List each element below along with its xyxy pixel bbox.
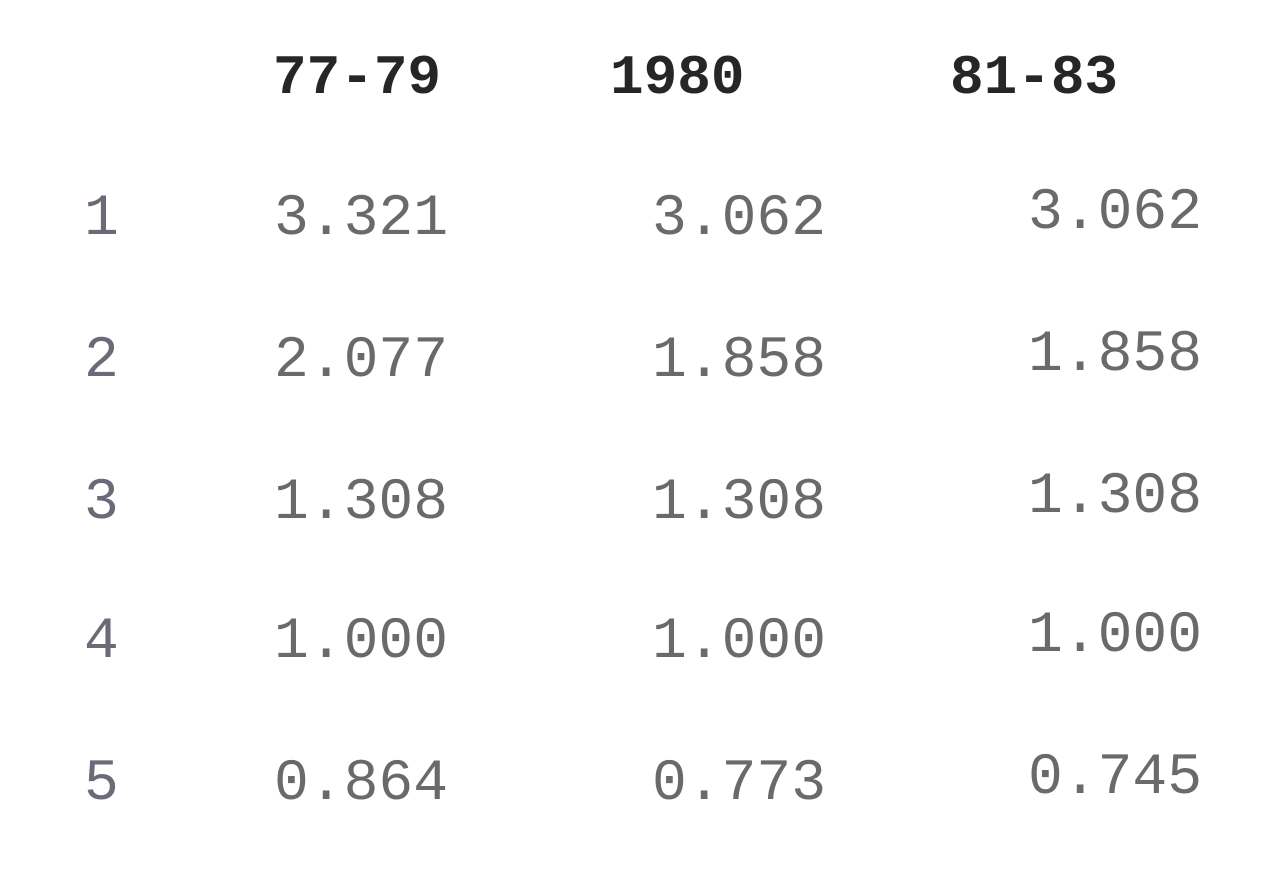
column-header: 81-83 [950,46,1119,110]
table-cell: 1.858 [1028,323,1203,388]
table-cell: 1.000 [652,610,827,675]
table-cell: 3.062 [652,187,827,252]
table-cell: 1.308 [274,471,449,536]
table-cell: 1.858 [652,329,827,394]
table-cell: 0.745 [1028,746,1203,811]
table-cell: 1.308 [652,471,827,536]
table-cell: 1.000 [1028,604,1203,669]
table-cell: 0.864 [274,752,449,817]
table-cell: 3.062 [1028,181,1203,246]
row-label: 5 [84,752,119,817]
row-label: 3 [84,471,119,536]
table-cell: 2.077 [274,329,449,394]
row-label: 2 [84,329,119,394]
table-cell: 0.773 [652,752,827,817]
row-label: 4 [84,610,119,675]
table-cell: 1.000 [274,610,449,675]
column-header: 1980 [610,46,745,110]
row-label: 1 [84,187,119,252]
column-header: 77-79 [273,46,442,110]
table-cell: 3.321 [274,187,449,252]
table-cell: 1.308 [1028,465,1203,530]
